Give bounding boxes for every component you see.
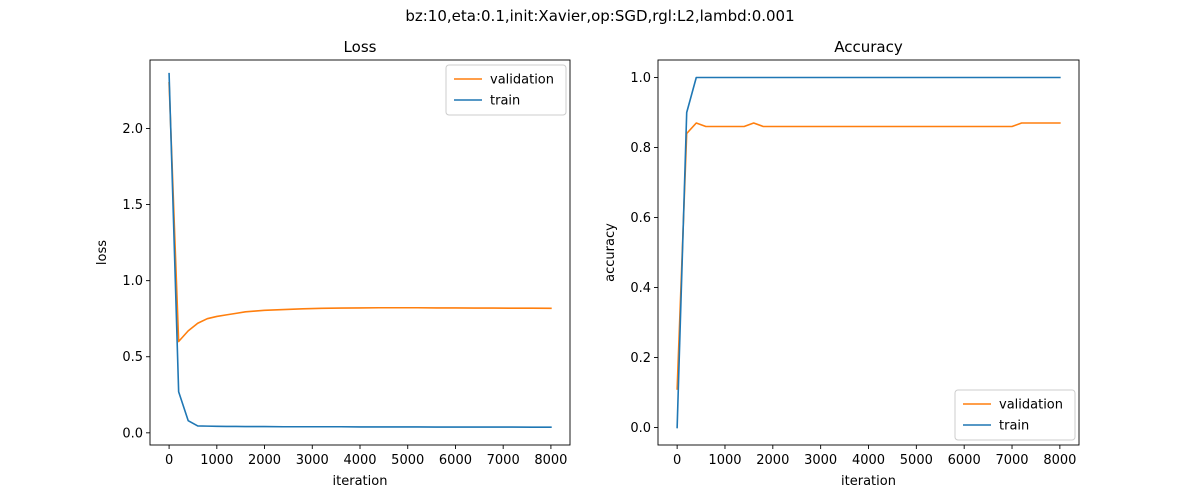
accuracy-ytick-label: 0.8 bbox=[630, 141, 651, 156]
accuracy-legend-label-train: train bbox=[999, 419, 1029, 434]
loss-title: Loss bbox=[344, 38, 377, 56]
loss-validation-line bbox=[168, 82, 552, 343]
accuracy-train-line bbox=[676, 76, 1061, 429]
loss-xtick-label: 0 bbox=[165, 453, 173, 468]
suptitle: bz:10,eta:0.1,init:Xavier,op:SGD,rgl:L2,… bbox=[405, 7, 794, 25]
accuracy-xtick-label: 1000 bbox=[708, 453, 741, 468]
accuracy-xtick-label: 4000 bbox=[852, 453, 885, 468]
loss-xtick-label: 3000 bbox=[296, 453, 329, 468]
accuracy-ytick-label: 0.4 bbox=[630, 281, 651, 296]
loss-axes-frame bbox=[149, 59, 571, 446]
loss-ytick-label: 0.5 bbox=[122, 350, 143, 365]
loss-ytick-label: 1.5 bbox=[122, 198, 143, 213]
loss-xtick-label: 6000 bbox=[439, 453, 472, 468]
loss-xtick-label: 8000 bbox=[534, 453, 567, 468]
accuracy-axes-frame bbox=[657, 59, 1080, 446]
accuracy-legend-label-validation: validation bbox=[999, 398, 1063, 413]
loss-ytick-label: 1.0 bbox=[122, 274, 143, 289]
accuracy-ylabel: accuracy bbox=[603, 223, 618, 282]
loss-legend-label-validation: validation bbox=[490, 73, 554, 88]
accuracy-xtick-label: 7000 bbox=[995, 453, 1028, 468]
loss-xtick-label: 5000 bbox=[391, 453, 424, 468]
accuracy-legend: validation train bbox=[954, 389, 1076, 441]
accuracy-xtick-label: 0 bbox=[673, 453, 681, 468]
accuracy-validation-line bbox=[676, 122, 1061, 390]
loss-xtick-label: 4000 bbox=[343, 453, 376, 468]
accuracy-xtick-label: 6000 bbox=[948, 453, 981, 468]
loss-legend-label-train: train bbox=[490, 94, 520, 109]
loss-ytick-label: 2.0 bbox=[122, 122, 143, 137]
loss-legend-box bbox=[445, 64, 567, 116]
loss-legend: validation train bbox=[445, 64, 567, 116]
accuracy-ytick-label: 1.0 bbox=[630, 71, 651, 86]
loss-xtick-label: 2000 bbox=[248, 453, 281, 468]
accuracy-ytick-label: 0.6 bbox=[630, 211, 651, 226]
accuracy-xlabel: iteration bbox=[841, 474, 896, 489]
accuracy-xtick-label: 3000 bbox=[804, 453, 837, 468]
loss-ylabel: loss bbox=[95, 240, 110, 265]
accuracy-ytick-label: 0.0 bbox=[630, 421, 651, 436]
accuracy-subplot: 0 1000 2000 3000 4000 5000 6000 7000 8000 0.0 0.2 0… bbox=[603, 38, 1080, 489]
accuracy-xtick-label: 8000 bbox=[1043, 453, 1076, 468]
accuracy-legend-box bbox=[954, 389, 1076, 441]
loss-xtick-label: 1000 bbox=[200, 453, 233, 468]
loss-ytick-label: 0.0 bbox=[122, 426, 143, 441]
accuracy-title: Accuracy bbox=[834, 38, 903, 56]
accuracy-xtick-label: 2000 bbox=[756, 453, 789, 468]
loss-xlabel: iteration bbox=[333, 474, 388, 489]
accuracy-ytick-label: 0.2 bbox=[630, 351, 651, 366]
loss-train-line bbox=[168, 72, 552, 429]
loss-xtick-label: 7000 bbox=[487, 453, 520, 468]
accuracy-xtick-label: 5000 bbox=[900, 453, 933, 468]
loss-subplot: 0 1000 2000 3000 4000 5000 6000 7000 8000 0.0 0.5 1… bbox=[95, 38, 571, 489]
